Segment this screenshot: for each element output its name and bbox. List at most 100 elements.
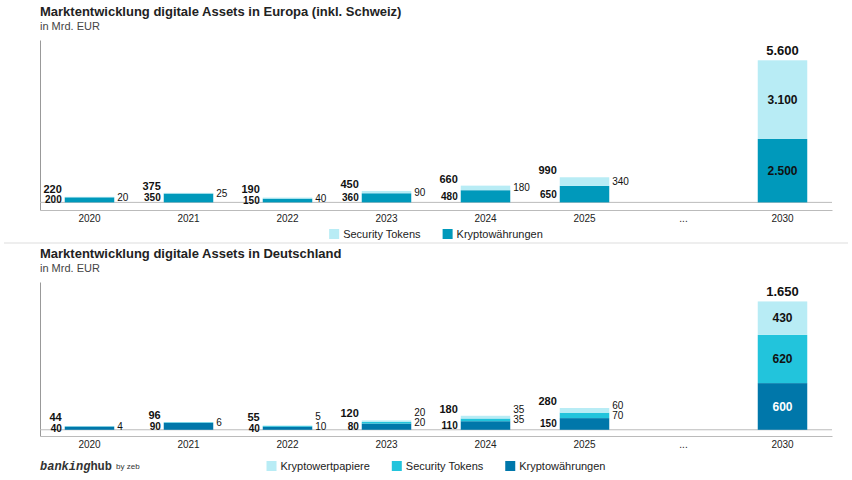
data-label: 200 xyxy=(45,194,62,205)
total-label: 375 xyxy=(142,180,160,192)
x-axis-line xyxy=(41,436,833,437)
x-tick-label: 2030 xyxy=(771,439,794,450)
legend-label: Kryptowertpapiere xyxy=(281,460,370,472)
data-label: 340 xyxy=(612,176,629,187)
x-tick: 2020 xyxy=(78,436,101,450)
bar-segment xyxy=(758,301,808,334)
legend-item: Kryptowertpapiere xyxy=(267,460,370,472)
bar-segment xyxy=(362,424,412,430)
bar-segment xyxy=(560,177,610,186)
y-axis xyxy=(40,283,41,437)
data-label: 600 xyxy=(772,400,792,414)
data-label: 180 xyxy=(513,182,530,193)
bar-segment xyxy=(164,194,214,203)
x-tick: ... xyxy=(679,436,687,450)
data-label: 35 xyxy=(513,404,525,415)
legend-label: Security Tokens xyxy=(406,460,484,472)
bar-segment xyxy=(263,425,313,427)
x-tick-label: 2025 xyxy=(573,439,596,450)
bar-segment xyxy=(461,190,511,202)
data-label: 35 xyxy=(513,414,525,425)
data-label: 150 xyxy=(540,418,557,429)
title: Marktentwicklung digitale Assets in Euro… xyxy=(40,4,401,19)
data-label: 150 xyxy=(243,195,260,206)
x-tick: 2030 xyxy=(771,436,794,450)
legend: Kryptowertpapiere Security Tokens Kryptowä… xyxy=(267,460,606,472)
x-tick: ... xyxy=(679,210,687,224)
x-tick: 2020 xyxy=(78,210,101,224)
bar-segment xyxy=(164,422,214,423)
data-label: 360 xyxy=(342,192,359,203)
data-label: 3.100 xyxy=(767,93,797,107)
data-labels: 2002022035025375150401903609045048018066… xyxy=(43,43,798,206)
bar-segment xyxy=(263,427,313,430)
bar-segment xyxy=(362,422,412,424)
x-tick-label: 2020 xyxy=(78,213,101,224)
data-label: 10 xyxy=(315,421,327,432)
x-axis-line xyxy=(41,210,833,211)
title: Marktentwicklung digitale Assets in Deut… xyxy=(40,246,342,261)
bar-segment xyxy=(362,193,412,202)
data-label: 2.500 xyxy=(767,164,797,178)
data-label: 20 xyxy=(414,407,426,418)
x-tick: 2025 xyxy=(573,210,596,224)
legend-swatch xyxy=(505,461,515,471)
annotation: hub xyxy=(90,460,112,474)
data-labels: 4044490696401055580202012011035351801507… xyxy=(50,284,799,433)
chart-root: Marktentwicklung digitale Assets in Euro… xyxy=(0,0,852,480)
data-label: 350 xyxy=(144,192,161,203)
legend-label: Kryptowährungen xyxy=(457,228,543,240)
bar-segment xyxy=(65,426,115,427)
total-label: 280 xyxy=(538,395,556,407)
total-label: 1.650 xyxy=(766,284,799,299)
annotation: banking xyxy=(40,460,91,474)
y-axis-line xyxy=(40,41,41,211)
bar-segment xyxy=(164,422,214,423)
legend-item: Security Tokens xyxy=(329,228,421,240)
x-tick-label: 2024 xyxy=(474,213,497,224)
x-tick-label: 2030 xyxy=(771,213,794,224)
legend-swatch xyxy=(392,461,402,471)
data-label: 4 xyxy=(117,421,123,432)
bar-segment xyxy=(758,139,808,202)
bar-segment xyxy=(461,421,511,430)
total-label: 55 xyxy=(248,411,260,423)
bar-segment xyxy=(164,192,214,194)
data-label: 620 xyxy=(772,352,792,366)
bar-segment xyxy=(461,419,511,422)
total-label: 220 xyxy=(43,183,61,195)
total-label: 990 xyxy=(538,164,556,176)
bar-segment xyxy=(560,413,610,418)
bar-segment xyxy=(65,427,115,430)
data-label: 110 xyxy=(442,420,459,431)
bar-segment xyxy=(560,418,610,430)
bar-segment xyxy=(758,60,808,139)
total-label: 450 xyxy=(340,178,358,190)
data-label: 430 xyxy=(772,311,792,325)
data-label: 80 xyxy=(348,421,360,432)
bar-segment xyxy=(461,416,511,419)
data-label: 5 xyxy=(315,411,321,422)
x-tick: 2025 xyxy=(573,436,596,450)
x-tick-label: 2024 xyxy=(474,439,497,450)
bar-segment xyxy=(263,425,313,426)
x-tick-label: 2023 xyxy=(375,213,398,224)
legend-item: Kryptowährungen xyxy=(505,460,605,472)
x-tick: 2022 xyxy=(276,210,299,224)
total-label: 190 xyxy=(241,183,259,195)
data-label: 20 xyxy=(414,417,426,428)
x-tick-label: ... xyxy=(679,213,687,224)
total-label: 44 xyxy=(50,411,63,423)
bar-segment xyxy=(164,423,214,430)
chart-panel: Marktentwicklung digitale Assets in Euro… xyxy=(40,4,833,240)
x-tick: 2024 xyxy=(474,210,497,224)
data-label: 480 xyxy=(441,191,458,202)
x-axis: 202020212022202320242025...2030 xyxy=(41,436,833,450)
x-tick-label: ... xyxy=(679,439,687,450)
subtitle: in Mrd. EUR xyxy=(40,262,100,274)
chart-panel: Marktentwicklung digitale Assets in Deut… xyxy=(40,246,833,474)
bar-segment xyxy=(758,335,808,383)
x-tick-label: 2021 xyxy=(177,439,200,450)
legend-label: Kryptowährungen xyxy=(519,460,605,472)
x-tick: 2030 xyxy=(771,210,794,224)
